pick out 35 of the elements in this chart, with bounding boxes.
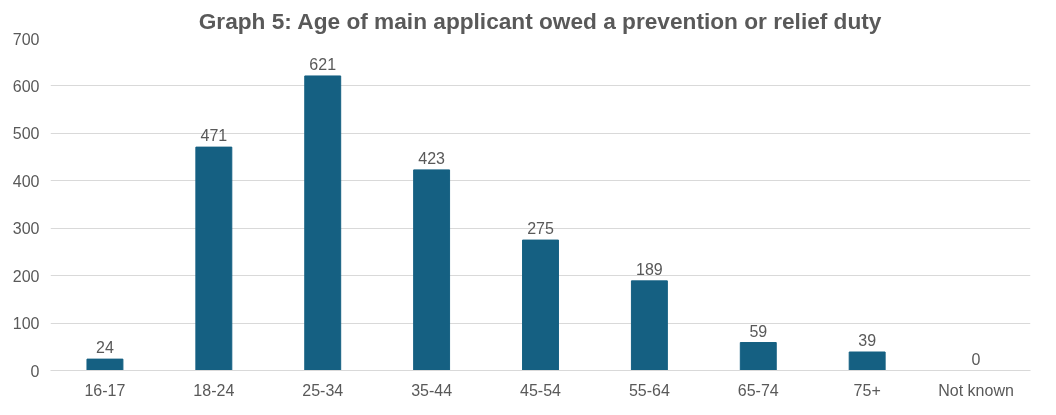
chart-title: Graph 5: Age of main applicant owed a prevention or relief duty — [198, 7, 882, 34]
data-label: 189 — [636, 260, 663, 278]
bar — [195, 146, 233, 371]
y-tick-label: 400 — [12, 172, 40, 190]
bar — [413, 169, 451, 371]
y-tick-label: 300 — [12, 220, 40, 238]
data-label: 423 — [418, 149, 446, 167]
bar — [86, 358, 124, 371]
x-tick-label: 18-24 — [193, 381, 235, 399]
y-tick-label: 700 — [12, 30, 40, 48]
data-label: 0 — [971, 350, 981, 368]
y-tick-label: 500 — [12, 125, 40, 143]
bar — [304, 75, 342, 371]
bar — [630, 280, 668, 371]
y-tick-label: 200 — [12, 267, 40, 285]
x-tick-label: 16-17 — [84, 381, 126, 399]
bar — [522, 239, 559, 371]
data-label: 39 — [858, 332, 877, 349]
x-tick-label: Not known — [938, 381, 1014, 399]
bar — [848, 351, 886, 371]
x-tick-label: 75+ — [853, 381, 881, 399]
data-label: 59 — [749, 322, 768, 340]
y-tick-label: 600 — [12, 77, 40, 95]
data-label: 471 — [200, 127, 228, 145]
x-tick-label: 65-74 — [737, 381, 779, 399]
y-tick-label: 0 — [30, 362, 40, 380]
y-tick-label: 100 — [12, 315, 40, 333]
x-tick-label: 25-34 — [302, 381, 344, 399]
x-tick-label: 55-64 — [628, 381, 670, 399]
x-tick-label: 35-44 — [411, 381, 453, 399]
x-tick-label: 45-54 — [520, 381, 562, 399]
data-label: 275 — [527, 220, 554, 238]
data-label: 24 — [96, 339, 114, 357]
data-label: 621 — [309, 55, 337, 73]
bar — [739, 342, 777, 371]
